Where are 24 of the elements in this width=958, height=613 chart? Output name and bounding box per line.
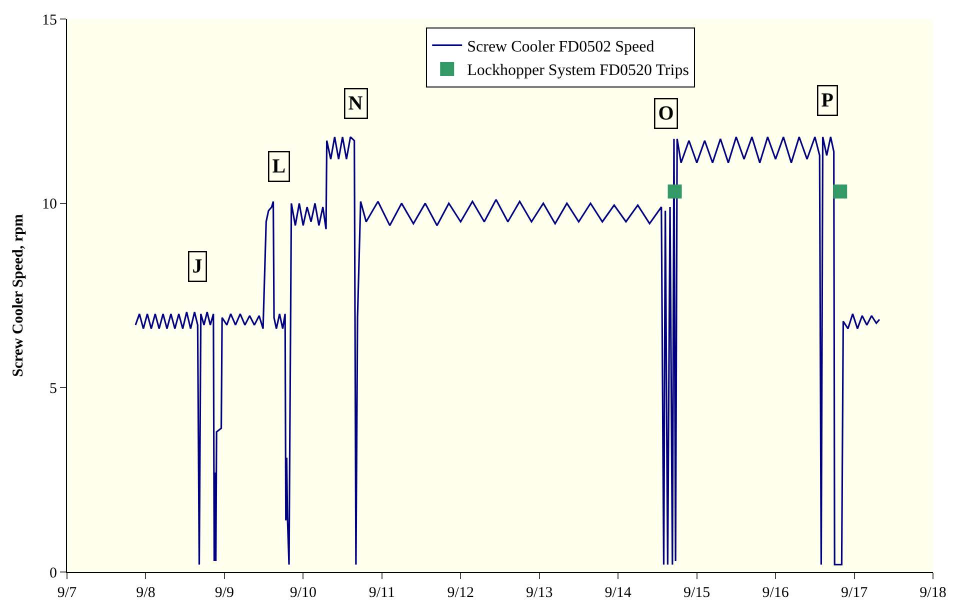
legend-label: Screw Cooler FD0502 Speed: [467, 38, 654, 56]
y-tick-label: 10: [42, 196, 57, 213]
x-tick-label: 9/10: [290, 585, 317, 601]
x-tick-label: 9/8: [136, 585, 156, 601]
x-tick-label: 9/7: [57, 585, 78, 601]
x-tick-label: 9/9: [214, 585, 234, 601]
annotation: L: [272, 155, 286, 178]
x-tick-label: 9/14: [604, 585, 632, 601]
x-tick-label: 9/16: [762, 585, 790, 601]
x-tick-label: 9/11: [368, 585, 395, 601]
x-tick-label: 9/13: [526, 585, 553, 601]
x-tick-label: 9/18: [920, 585, 946, 601]
y-tick-label: 0: [50, 565, 57, 582]
x-tick-label: 9/12: [447, 585, 474, 601]
y-axis-title: Screw Cooler Speed, rpm: [10, 214, 26, 377]
x-tick-label: 9/15: [683, 585, 710, 601]
annotation: N: [348, 92, 364, 114]
legend-label: Lockhopper System FD0520 Trips: [467, 62, 689, 80]
y-tick-label: 5: [50, 380, 57, 397]
annotation: O: [658, 102, 674, 124]
annotation: J: [192, 255, 202, 278]
annotation: P: [821, 89, 834, 112]
x-tick-label: 9/17: [840, 585, 868, 601]
y-tick-label: 15: [42, 12, 57, 28]
